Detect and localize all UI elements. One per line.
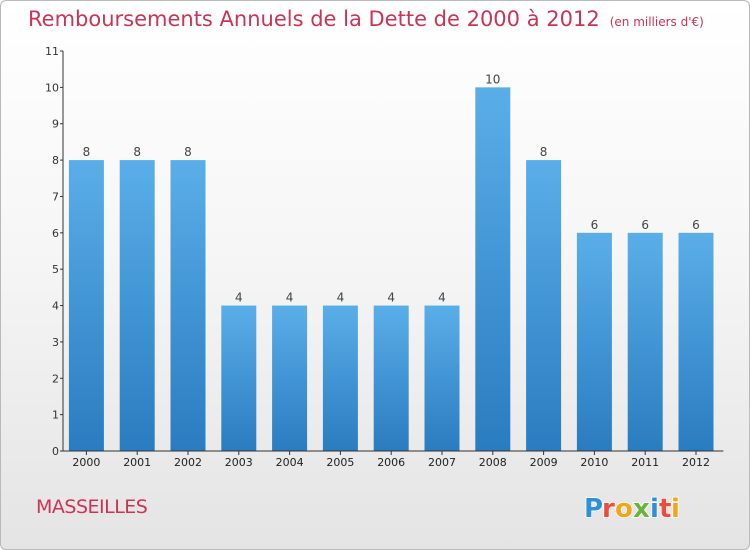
x-tick-label-2003: 2003 [225, 456, 253, 469]
commune-name: MASSEILLES [36, 496, 148, 518]
bar-2008 [475, 87, 511, 451]
bar-2011 [627, 232, 663, 451]
y-tick-label-3: 3 [52, 336, 59, 349]
svg-text:o: o [615, 494, 633, 524]
bar-2010 [576, 232, 612, 451]
y-tick-label-2: 2 [52, 372, 59, 385]
svg-text:i: i [650, 494, 659, 524]
bar-2007 [424, 305, 460, 451]
x-tick-label-2010: 2010 [580, 456, 608, 469]
x-tick-label-2008: 2008 [479, 456, 507, 469]
bar-2001 [119, 160, 155, 451]
x-tick-label-2009: 2009 [530, 456, 558, 469]
y-axis: 0 1 2 3 4 5 6 7 8 9 10 11 [45, 45, 64, 458]
x-tick-label-2002: 2002 [174, 456, 202, 469]
y-tick-label-1: 1 [52, 409, 59, 422]
x-tick-label-2000: 2000 [72, 456, 100, 469]
x-axis: 2000 2001 2002 2003 2004 2005 2006 2007 2008 2009… [63, 450, 724, 469]
data-label-2003: 4 [235, 291, 243, 305]
y-tick-label-6: 6 [52, 227, 59, 240]
y-tick-label-8: 8 [52, 154, 59, 167]
bar-2000 [68, 160, 104, 451]
data-labels-group: 8 8 8 4 4 4 4 4 10 8 6 6 6 [83, 72, 700, 304]
x-tick-label-2005: 2005 [326, 456, 354, 469]
svg-text:i: i [671, 494, 680, 524]
x-tick-label-2006: 2006 [377, 456, 405, 469]
bar-2004 [272, 305, 308, 451]
y-tick-label-4: 4 [52, 300, 59, 313]
svg-text:r: r [602, 494, 615, 524]
data-label-2012: 6 [692, 218, 700, 232]
x-tick-label-2011: 2011 [631, 456, 659, 469]
data-label-2009: 8 [540, 145, 548, 159]
bar-2012 [678, 232, 714, 451]
bar-2005 [322, 305, 358, 451]
data-label-2008: 10 [485, 72, 500, 86]
svg-text:t: t [659, 494, 671, 524]
x-tick-label-2012: 2012 [682, 456, 710, 469]
data-label-2002: 8 [184, 145, 192, 159]
chart-title: Remboursements Annuels de la Dette de 20… [28, 7, 600, 31]
data-label-2001: 8 [133, 145, 141, 159]
data-label-2011: 6 [641, 218, 649, 232]
data-label-2004: 4 [286, 291, 294, 305]
svg-text:x: x [633, 494, 650, 524]
bar-2006 [373, 305, 409, 451]
data-label-2000: 8 [83, 145, 91, 159]
bar-2003 [221, 305, 257, 451]
bars-group [68, 87, 714, 451]
data-label-2010: 6 [591, 218, 599, 232]
y-tick-label-5: 5 [52, 263, 59, 276]
proxiti-logo: P r o x i t i [584, 493, 681, 525]
bar-2002 [170, 160, 206, 451]
bar-2009 [526, 160, 562, 451]
chart-unit: (en milliers d'€) [609, 15, 704, 29]
x-tick-label-2001: 2001 [123, 456, 151, 469]
y-tick-label-0: 0 [52, 445, 59, 458]
y-tick-label-7: 7 [52, 190, 59, 203]
y-tick-label-9: 9 [52, 118, 59, 131]
data-label-2006: 4 [387, 291, 395, 305]
y-tick-label-11: 11 [45, 45, 59, 58]
data-label-2007: 4 [438, 291, 446, 305]
svg-text:P: P [584, 494, 603, 524]
title-line: Remboursements Annuels de la Dette de 20… [28, 7, 704, 31]
data-label-2005: 4 [337, 291, 345, 305]
y-tick-label-10: 10 [45, 81, 59, 94]
x-tick-label-2007: 2007 [428, 456, 456, 469]
x-tick-label-2004: 2004 [276, 456, 304, 469]
